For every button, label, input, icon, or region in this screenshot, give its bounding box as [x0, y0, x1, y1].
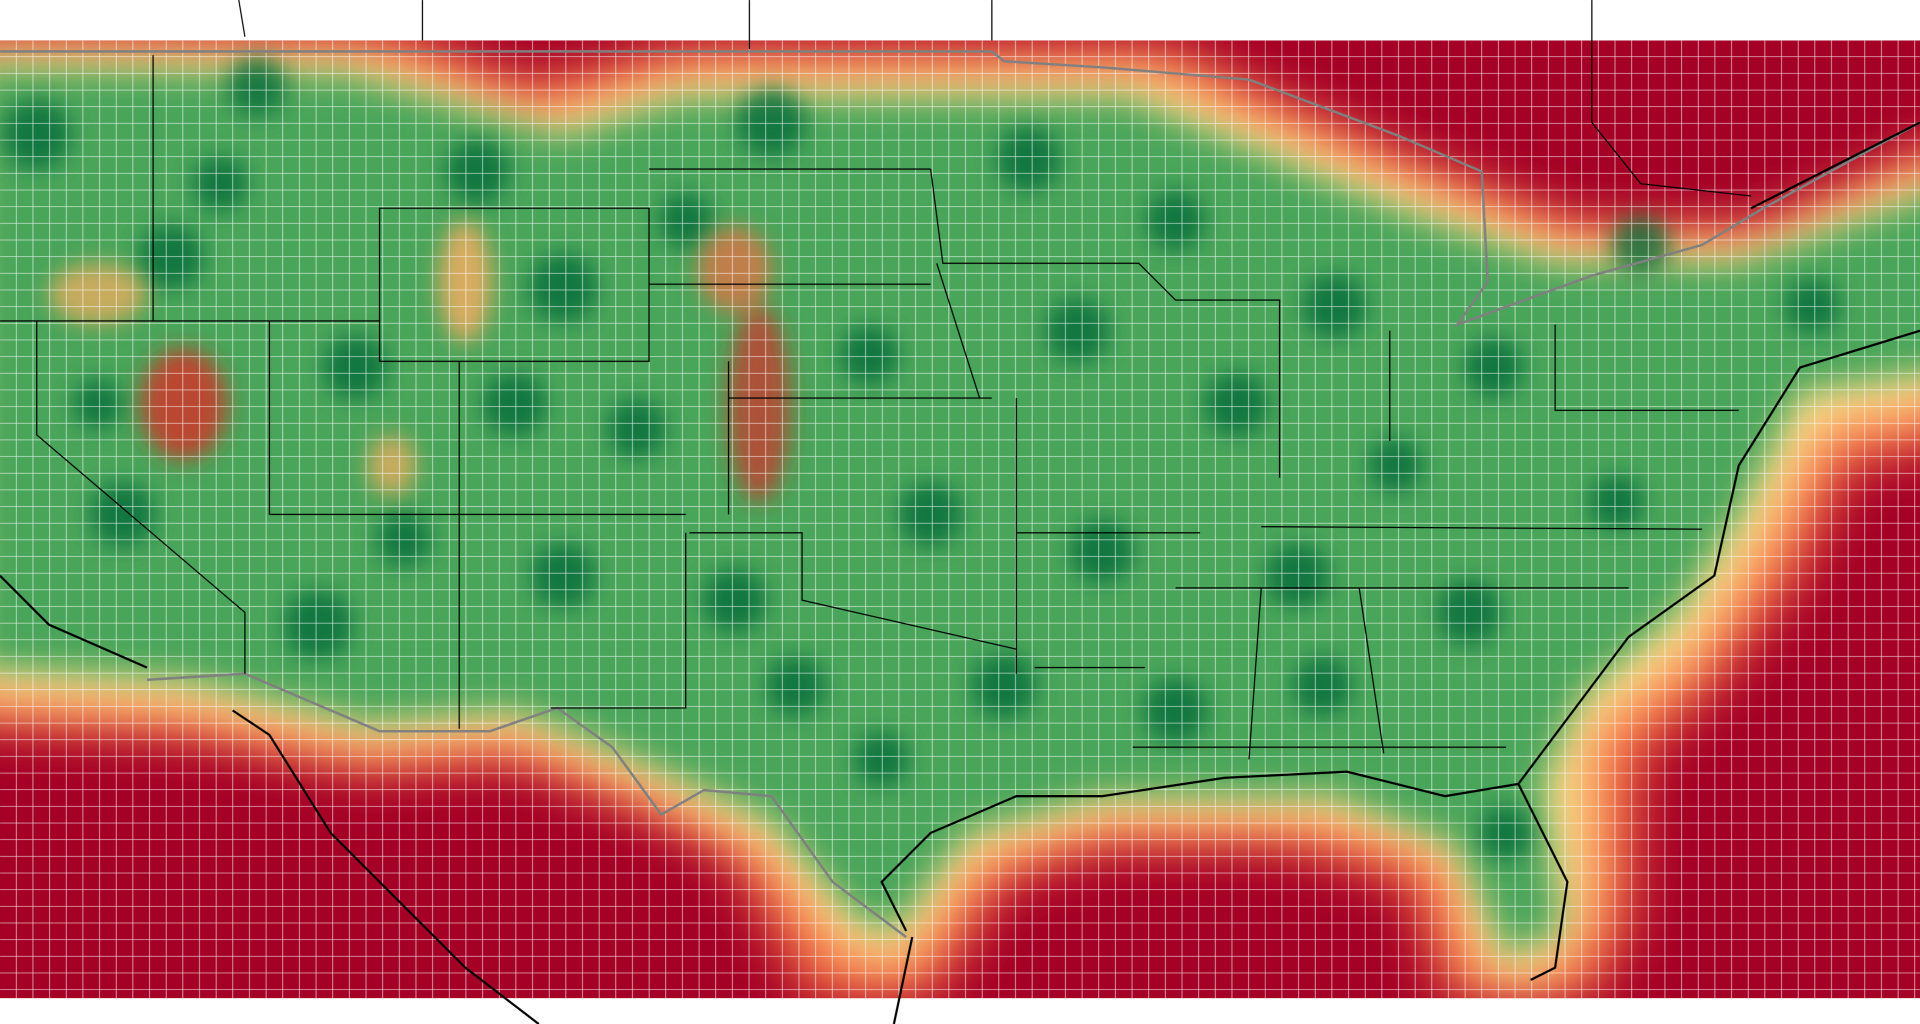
cell-grid [0, 40, 1920, 999]
country-borders [0, 50, 1920, 939]
heat-field [0, 40, 1920, 999]
